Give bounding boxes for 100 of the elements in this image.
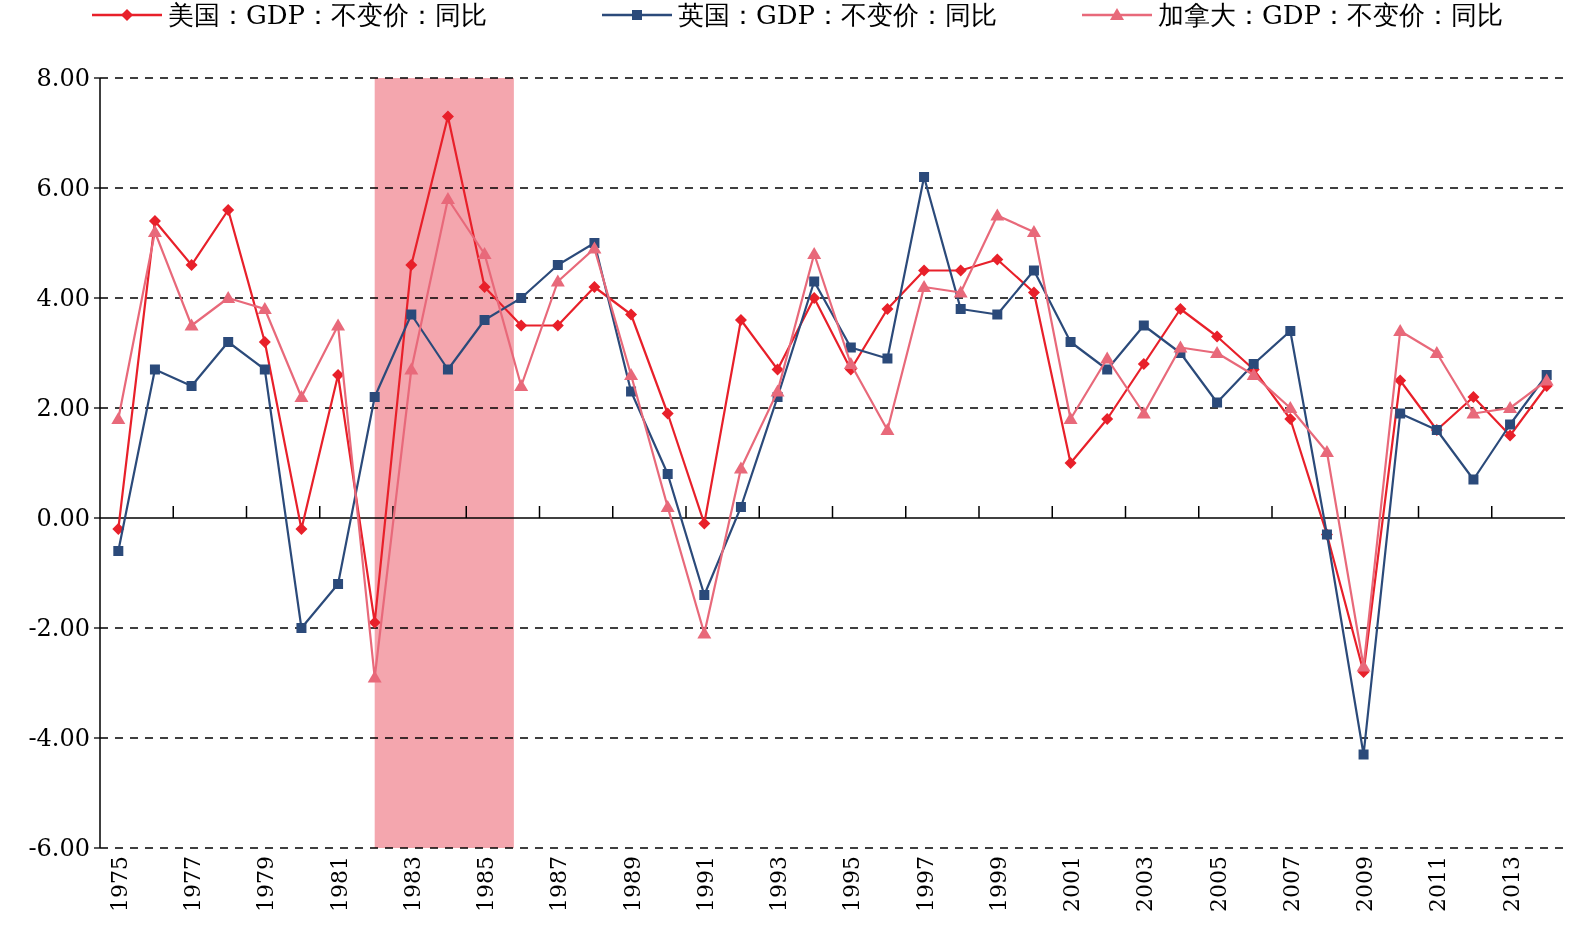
point (552, 260, 563, 270)
point (550, 274, 565, 287)
x-tick-label: 1985 (473, 856, 499, 912)
point (148, 215, 161, 227)
point (1100, 351, 1115, 364)
point (331, 318, 346, 331)
point (516, 293, 527, 303)
y-tick-label: -2.00 (28, 614, 90, 642)
point (1246, 368, 1261, 380)
point (1395, 408, 1406, 419)
point (809, 276, 820, 287)
point (845, 342, 856, 353)
point (953, 285, 968, 298)
x-tick-label: 2013 (1498, 856, 1524, 912)
x-tick-label: 1977 (180, 856, 206, 912)
point (698, 517, 711, 530)
point (442, 364, 453, 375)
point (1468, 474, 1479, 485)
x-tick-label: 1987 (546, 856, 572, 912)
x-tick-label: 1999 (985, 856, 1011, 912)
point (1065, 337, 1076, 347)
point (440, 192, 455, 204)
legend-label: 加拿大：GDP：不变价：同比 (1158, 0, 1504, 30)
y-tick-label: 4.00 (36, 284, 90, 312)
point (954, 264, 967, 277)
point (1173, 340, 1188, 353)
point (258, 336, 271, 348)
point (881, 303, 894, 315)
point (441, 110, 454, 123)
point (1136, 406, 1151, 419)
point (295, 523, 308, 535)
point (259, 364, 270, 375)
point (515, 319, 528, 332)
point (1393, 324, 1408, 336)
plot: -6.00 -4.00 -2.00 0.00 2.00 4.00 6.00 8.00 1975 1977 1979 1981 1983 1985 1987 1989 1991 1993 1995 1997 1999 2001 2003 2005 2007 2009 2011 2013 (28, 64, 1566, 912)
point (1137, 358, 1150, 370)
point (257, 302, 272, 314)
point (955, 304, 966, 314)
point (404, 362, 419, 375)
point (149, 364, 160, 375)
point (624, 368, 639, 380)
point (662, 469, 673, 479)
y-tick-label: -6.00 (28, 834, 90, 862)
point (294, 390, 309, 402)
point (221, 291, 236, 303)
x-tick-label: 2009 (1352, 856, 1378, 912)
point (1101, 413, 1114, 425)
point (1319, 445, 1334, 457)
point (1504, 429, 1517, 442)
point (1283, 401, 1298, 413)
point (223, 337, 234, 347)
legend-label: 美国：GDP：不变价：同比 (168, 0, 488, 30)
point (1028, 265, 1039, 276)
point (625, 308, 638, 321)
x-tick-label: 1997 (912, 856, 938, 912)
point (1212, 397, 1223, 408)
x-tick-label: 2003 (1132, 856, 1158, 912)
point (1063, 412, 1078, 424)
y-tick-label: 6.00 (36, 174, 90, 202)
point (1358, 749, 1369, 760)
point (770, 384, 785, 397)
point (843, 357, 858, 369)
point (1027, 286, 1040, 299)
point (917, 280, 932, 292)
point (185, 259, 198, 271)
point (477, 247, 492, 259)
point (1174, 303, 1187, 315)
x-tick-label: 1975 (106, 856, 132, 912)
point (807, 247, 822, 259)
x-tick-label: 2011 (1425, 856, 1451, 912)
legend-label: 英国：GDP：不变价：同比 (678, 0, 998, 30)
point (1285, 326, 1296, 336)
point (918, 264, 931, 277)
point (990, 208, 1005, 221)
point (1505, 419, 1516, 430)
point (147, 225, 162, 237)
x-tick-label: 2005 (1205, 856, 1231, 912)
point (369, 392, 380, 402)
y-tick-label: -4.00 (28, 724, 90, 752)
point (222, 204, 235, 216)
point (733, 461, 748, 474)
point (479, 315, 490, 325)
point (406, 309, 417, 320)
point (734, 314, 747, 326)
x-tick-label: 1981 (326, 856, 352, 912)
point (1466, 406, 1481, 419)
x-tick-label: 1995 (839, 856, 865, 912)
point (660, 500, 675, 512)
x-tick-label: 1983 (399, 856, 425, 912)
point (184, 318, 199, 331)
x-tick-label: 1989 (619, 856, 645, 912)
point (735, 502, 746, 512)
point (771, 363, 784, 376)
point (919, 172, 930, 182)
point (992, 309, 1003, 320)
point (111, 412, 126, 424)
y-tick-label: 0.00 (36, 504, 90, 532)
point (1429, 346, 1444, 358)
point (478, 281, 491, 293)
point (186, 381, 197, 391)
